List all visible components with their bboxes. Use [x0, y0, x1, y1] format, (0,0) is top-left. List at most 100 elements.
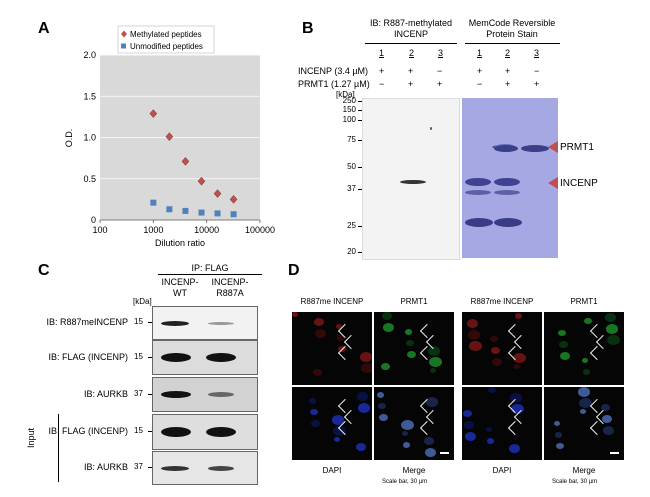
y-tick-label: 0.5 — [83, 174, 96, 184]
cell-nucleus — [361, 363, 372, 374]
cell-nucleus — [582, 358, 588, 363]
blot-marker-tick — [148, 322, 152, 323]
cell-nucleus — [492, 358, 502, 366]
kda-marker: 250 — [342, 96, 356, 105]
cell-nucleus — [379, 414, 388, 422]
cell-nucleus — [310, 409, 318, 416]
methylated-point — [197, 176, 206, 186]
treatment-sign: + — [505, 66, 511, 76]
blot-marker: 37 — [134, 462, 143, 471]
cell-nucleus — [463, 410, 472, 418]
cell-nucleus — [334, 437, 340, 442]
channel-label: PRMT1 — [570, 297, 598, 306]
protein-band — [206, 427, 236, 437]
unmodified-point — [198, 209, 205, 216]
lane-2-right: 2 — [505, 48, 511, 58]
legend-box — [117, 25, 215, 54]
cell-nucleus — [559, 341, 568, 349]
cell-nucleus — [360, 352, 372, 362]
kda-marker: 50 — [347, 162, 356, 171]
kda-marker: 75 — [347, 135, 356, 144]
treatment-sign: + — [505, 79, 511, 89]
stain-title: MemCode Reversible Protein Stain — [468, 18, 556, 39]
channel-label: Merge — [402, 466, 426, 475]
cell-nucleus — [377, 392, 384, 398]
cell-nucleus — [405, 329, 412, 335]
scale-bar-line — [610, 452, 619, 454]
cell-nucleus — [584, 318, 592, 325]
panel-a-chart: 0 0.5 1.0 1.5 2.0 100 1000 10000 100000 Methylat… — [64, 25, 275, 248]
cell-nucleus — [406, 340, 414, 347]
blot-image — [152, 340, 258, 375]
prmt1-conc-label: PRMT1 (1.27 µM) — [298, 79, 370, 89]
blot-row-label: IB: R887meINCENP — [46, 317, 128, 327]
cell-nucleus — [578, 387, 590, 397]
x-axis-label: Dilution ratio — [155, 238, 205, 248]
cell-nucleus — [464, 421, 474, 429]
micrograph-image — [462, 387, 542, 460]
protein-band — [161, 427, 191, 437]
cell-nucleus — [465, 432, 476, 441]
cell-nucleus — [332, 415, 344, 425]
treatment-sign: + — [379, 66, 385, 76]
micrograph-image — [292, 387, 372, 460]
cell-nucleus — [382, 312, 392, 320]
channel-label: DAPI — [492, 466, 512, 475]
cell-nucleus — [358, 403, 370, 413]
micrograph-image — [374, 312, 454, 385]
blot-marker: 15 — [134, 351, 143, 361]
cell-nucleus — [292, 312, 298, 317]
channel-label: R887me INCENP — [300, 297, 364, 306]
cell-nucleus — [337, 335, 344, 341]
kda-tick — [358, 189, 362, 190]
protein-band — [208, 392, 234, 397]
legend-square-icon — [121, 43, 126, 49]
blot-marker: 15 — [134, 317, 143, 326]
cell-nucleus — [401, 420, 414, 431]
cell-nucleus — [424, 437, 434, 445]
cell-nucleus — [601, 404, 610, 412]
cell-nucleus — [428, 346, 440, 356]
protein-band — [161, 391, 191, 398]
blot-row-label: IB: AURKB — [83, 388, 128, 399]
cell-nucleus — [426, 397, 438, 407]
cell-nucleus — [309, 398, 316, 404]
methylated-point — [213, 189, 222, 198]
treatment-sign: − — [437, 66, 443, 76]
ip-underline — [158, 274, 262, 275]
cell-nucleus — [381, 363, 390, 371]
blot-image — [152, 414, 258, 450]
incenp-band — [400, 180, 426, 184]
cell-nucleus — [378, 403, 386, 410]
cell-nucleus — [402, 431, 408, 436]
kda-label-b: [kDa] — [336, 90, 355, 99]
cell-nucleus — [509, 444, 520, 453]
cell-nucleus — [558, 330, 566, 337]
ib-title: IB: R887-methylated INCENP — [369, 18, 453, 39]
blot-marker: 15 — [134, 426, 143, 435]
cell-nucleus — [468, 330, 480, 340]
methylated-point — [229, 194, 238, 204]
treatment-sign: − — [477, 79, 483, 89]
protein-band — [161, 320, 189, 326]
lane-1-right: 1 — [477, 48, 483, 58]
blot-image — [152, 306, 258, 340]
cell-nucleus — [602, 415, 612, 423]
legend-diamond-icon — [121, 30, 127, 38]
cell-nucleus — [313, 369, 322, 377]
col-r887a-label: INCENP-R887A — [211, 277, 249, 298]
protein-band — [208, 465, 234, 471]
prmt1-arrow-label: PRMT1 — [560, 142, 594, 153]
micrograph-image — [292, 312, 372, 385]
cell-nucleus — [513, 353, 526, 364]
lane-2-left: 2 — [409, 48, 415, 58]
treatment-sign: + — [437, 79, 443, 89]
ib-blot-image — [362, 98, 460, 260]
methylated-point — [181, 157, 190, 166]
kda-marker: 20 — [347, 247, 356, 256]
cell-nucleus — [356, 443, 366, 451]
unmodified-point — [230, 211, 237, 218]
micrograph-image — [374, 387, 454, 460]
cell-nucleus — [338, 346, 346, 353]
y-tick-label: 1.0 — [83, 133, 96, 143]
